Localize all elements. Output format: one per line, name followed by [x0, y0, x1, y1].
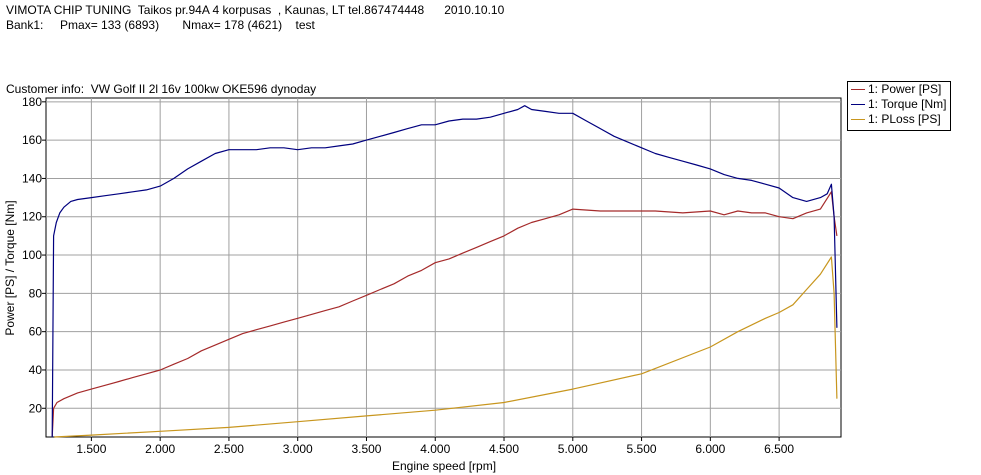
- x-tick-label: 5.500: [627, 442, 657, 456]
- x-tick-label: 2.500: [214, 442, 244, 456]
- plot-area: [45, 97, 842, 438]
- legend-swatch-torque: [851, 104, 865, 105]
- y-tick-label: 20: [29, 401, 43, 415]
- grid-lines: [46, 98, 841, 437]
- torque-line: [51, 105, 838, 438]
- x-tick-label: 2.000: [145, 442, 175, 456]
- chart-legend: 1: Power [PS] 1: Torque [Nm] 1: PLoss [P…: [847, 81, 951, 131]
- y-axis-label: Power [PS] / Torque [Nm]: [3, 200, 17, 335]
- power-line: [51, 191, 838, 438]
- x-tick-label: 5.000: [558, 442, 588, 456]
- legend-label-torque: 1: Torque [Nm]: [868, 97, 947, 111]
- customer-info: Customer info: VW Golf II 2l 16v 100kw O…: [6, 82, 317, 96]
- x-tick-label: 4.500: [489, 442, 519, 456]
- y-tick-label: 80: [29, 286, 43, 300]
- legend-swatch-power: [851, 89, 865, 90]
- ploss-line: [54, 256, 838, 438]
- x-tick-label: 4.000: [420, 442, 450, 456]
- y-tick-label: 60: [29, 325, 43, 339]
- legend-item-power: 1: Power [PS]: [848, 82, 950, 97]
- y-tick-label: 160: [22, 133, 42, 147]
- x-axis-label: Engine speed [rpm]: [392, 459, 496, 473]
- y-tick-label: 180: [22, 95, 42, 109]
- legend-label-ploss: 1: PLoss [PS]: [868, 112, 941, 126]
- series-lines: [51, 105, 838, 438]
- x-tick-label: 6.000: [695, 442, 725, 456]
- legend-item-ploss: 1: PLoss [PS]: [848, 112, 950, 127]
- y-tick-label: 100: [22, 248, 42, 262]
- x-tick-label: 3.500: [351, 442, 381, 456]
- legend-swatch-ploss: [851, 119, 865, 120]
- header-line-1: VIMOTA CHIP TUNING Taikos pr.94A 4 korpu…: [6, 3, 505, 17]
- legend-item-torque: 1: Torque [Nm]: [848, 97, 950, 112]
- x-axis-ticks: 1.500 2.000 2.500 3.000 3.500 4.000 4.500 5.000…: [76, 437, 794, 456]
- y-tick-label: 40: [29, 363, 43, 377]
- legend-label-power: 1: Power [PS]: [868, 82, 942, 96]
- x-tick-label: 1.500: [76, 442, 106, 456]
- y-tick-label: 140: [22, 171, 42, 185]
- x-tick-label: 3.000: [283, 442, 313, 456]
- y-axis-ticks: 20 40 60 80 100 120 140 160 180: [22, 95, 46, 415]
- y-tick-label: 120: [22, 210, 42, 224]
- x-tick-label: 6.500: [764, 442, 794, 456]
- header-line-2: Bank1: Pmax= 133 (6893) Nmax= 178 (4621)…: [6, 18, 315, 32]
